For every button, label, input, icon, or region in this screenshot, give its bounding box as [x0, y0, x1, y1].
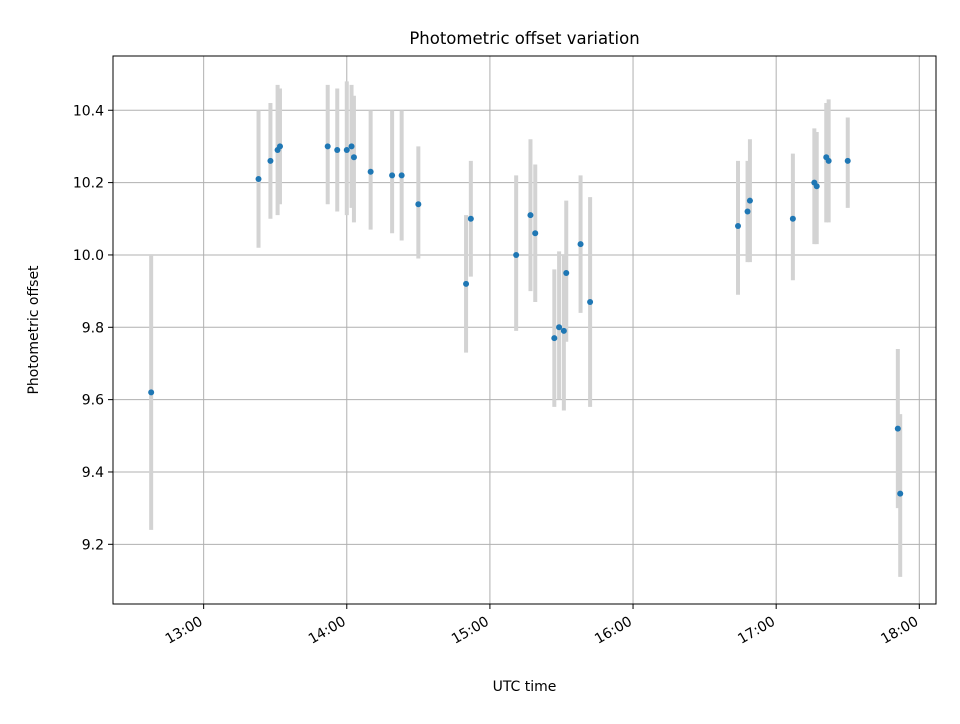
data-point: [577, 241, 584, 248]
data-point: [463, 280, 470, 287]
data-point: [560, 327, 567, 334]
y-tick-label: 9.4: [82, 465, 104, 481]
data-point: [148, 389, 155, 396]
data-point: [813, 183, 820, 190]
data-point: [897, 490, 904, 497]
data-point: [267, 157, 274, 164]
y-tick-label: 10.2: [73, 176, 104, 192]
data-point: [527, 212, 534, 219]
y-axis-label: Photometric offset: [26, 265, 42, 395]
x-axis-ticks: 13:00 14:00 15:00 16:00 17:00 18:00: [163, 604, 921, 648]
data-point: [587, 298, 594, 305]
x-axis-label: UTC time: [493, 679, 557, 695]
data-point: [551, 335, 558, 342]
data-point: [367, 168, 374, 175]
data-point: [789, 215, 796, 222]
y-axis-ticks: 9.2 9.4 9.6 9.8 10.0 10.2 10.4: [73, 103, 113, 553]
x-tick-label: 16:00: [592, 614, 635, 648]
data-point: [343, 147, 350, 154]
x-tick-label: 15:00: [449, 614, 492, 648]
plot-area-frame: [112, 55, 937, 605]
x-tick-label: 18:00: [878, 614, 921, 648]
data-point: [324, 143, 331, 150]
data-point: [415, 201, 422, 208]
data-point: [744, 208, 751, 215]
chart-title: Photometric offset variation: [409, 29, 639, 48]
data-point: [556, 324, 563, 331]
data-point: [513, 251, 520, 258]
data-point: [563, 270, 570, 277]
data-point: [844, 157, 851, 164]
x-tick-label: 13:00: [163, 614, 206, 648]
data-point: [735, 223, 742, 230]
data-point: [398, 172, 405, 179]
x-tick-label: 14:00: [306, 614, 349, 648]
y-tick-label: 9.8: [82, 320, 104, 336]
data-point: [825, 157, 832, 164]
y-tick-label: 9.6: [82, 393, 104, 409]
errorbar-layer: [149, 81, 903, 577]
data-point: [348, 143, 355, 150]
data-point: [276, 143, 283, 150]
data-point: [532, 230, 539, 237]
data-point: [467, 215, 474, 222]
data-point: [389, 172, 396, 179]
data-point: [350, 154, 357, 161]
data-point: [334, 147, 341, 154]
y-tick-label: 10.4: [73, 103, 104, 119]
point-layer: [148, 143, 904, 497]
y-tick-label: 9.2: [82, 537, 104, 553]
data-point: [746, 197, 753, 204]
x-tick-label: 17:00: [735, 614, 778, 648]
grid-layer: [113, 56, 936, 604]
data-point: [894, 425, 901, 432]
y-tick-label: 10.0: [73, 248, 104, 264]
data-point: [255, 175, 262, 182]
